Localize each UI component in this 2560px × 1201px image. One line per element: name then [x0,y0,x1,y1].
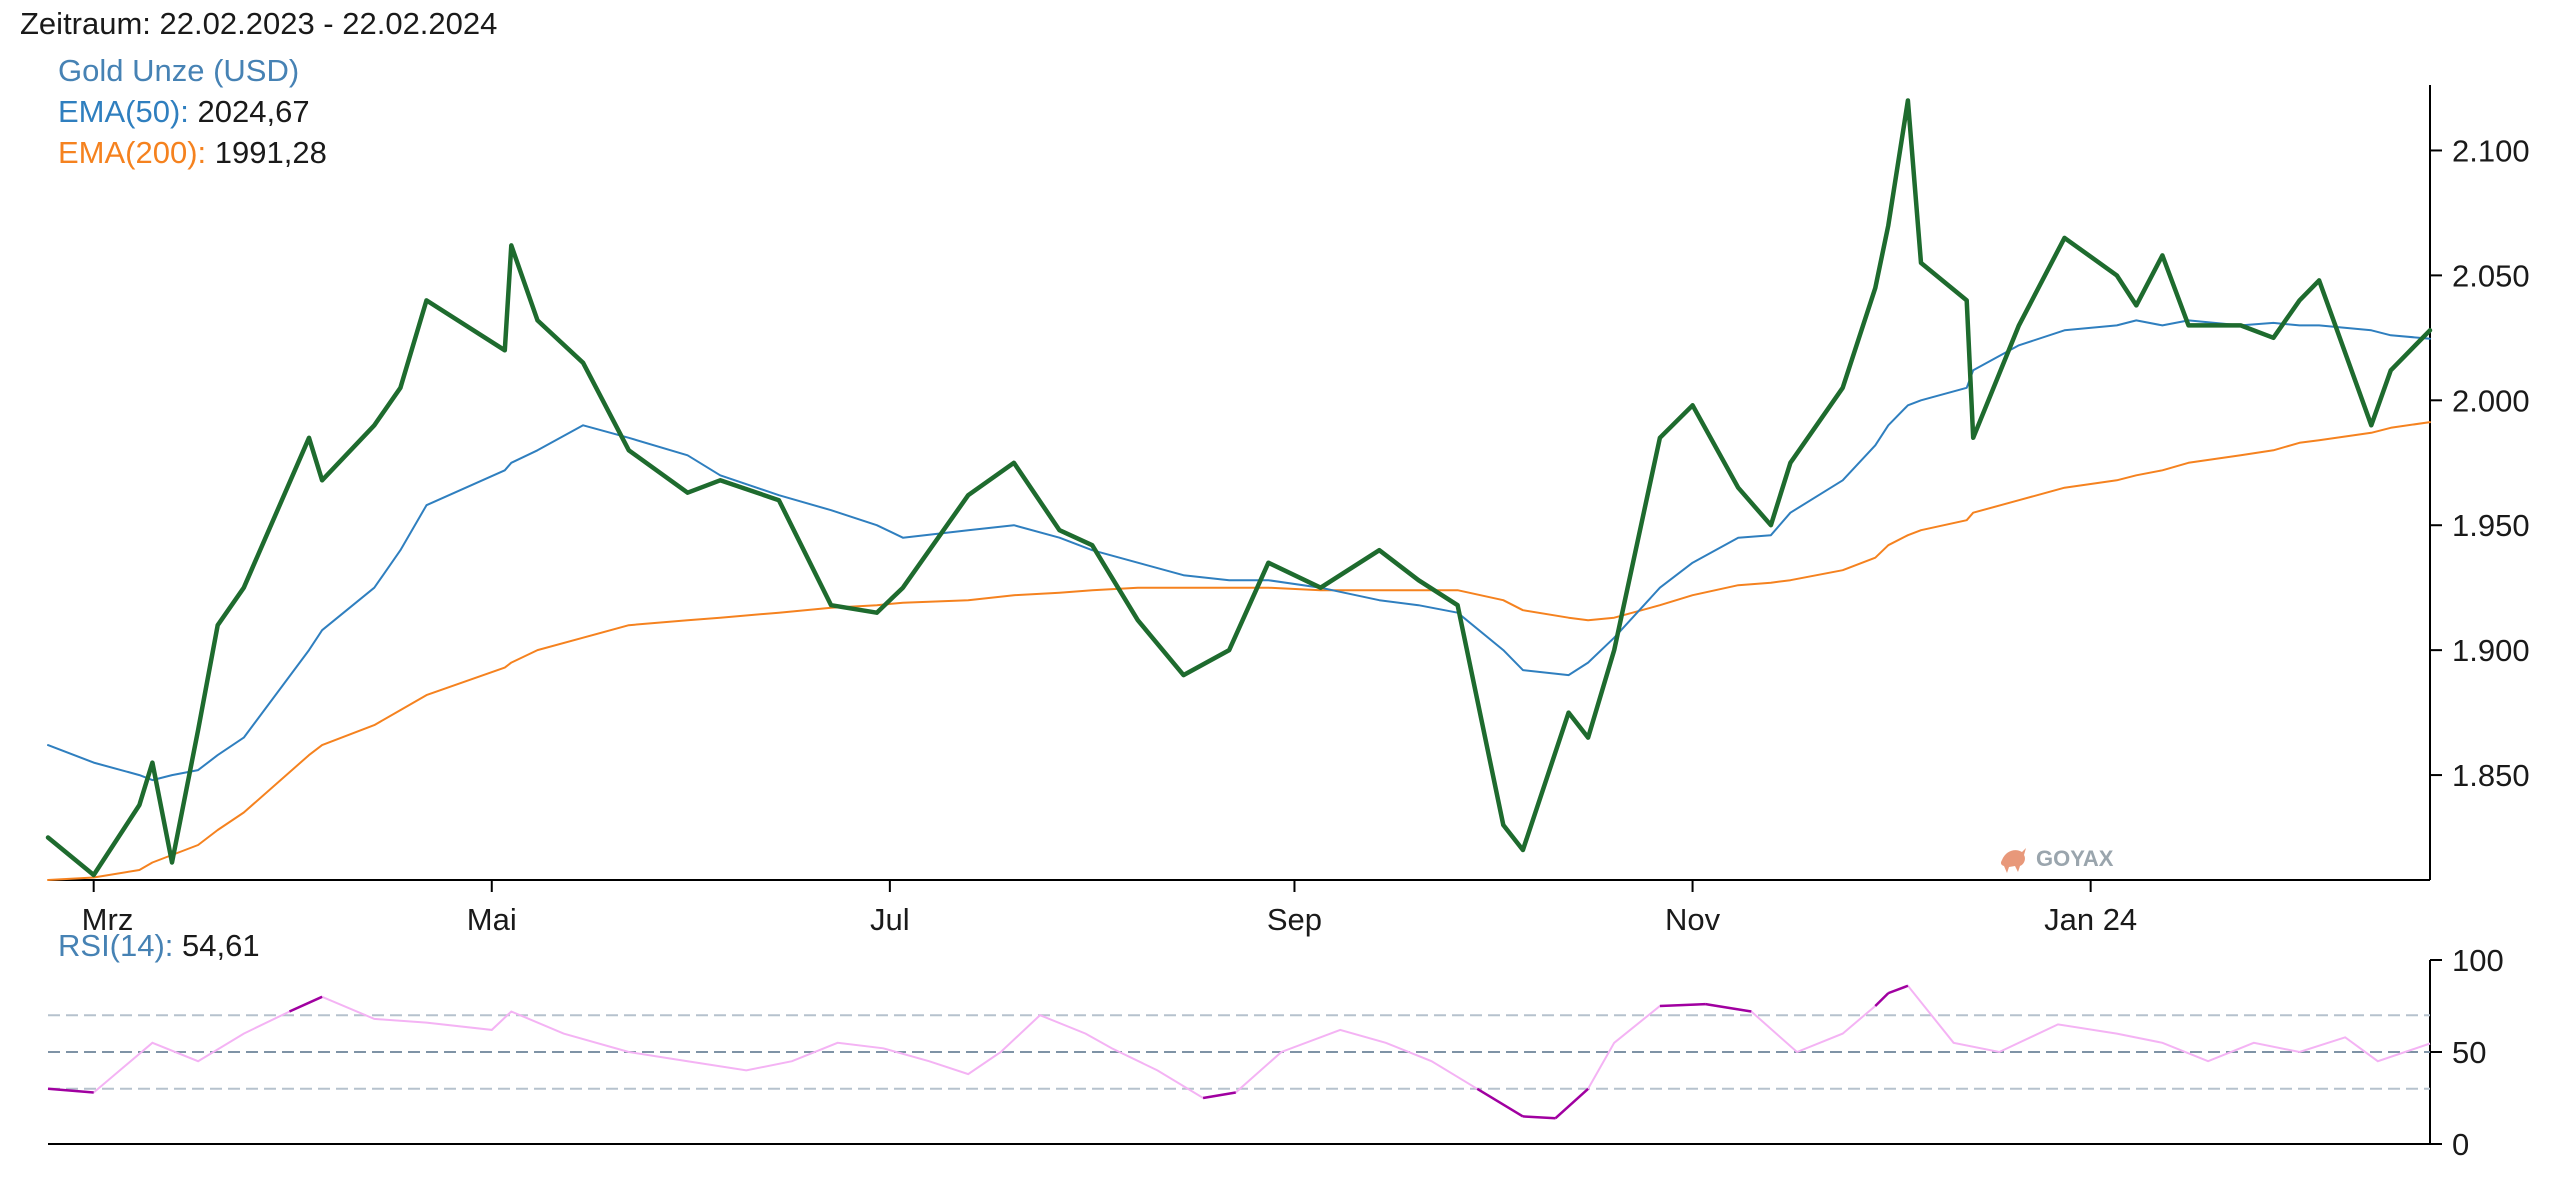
x-tick-label: Mrz [82,902,134,937]
rsi-y-tick-label: 50 [2452,1035,2486,1070]
rsi-extreme-segment [1522,1115,1556,1120]
legend-ema200-label: EMA(200): [58,135,207,170]
rsi-line [47,984,2431,1120]
y-tick-label: 2.000 [2452,383,2530,418]
ema200-line [47,421,2431,881]
rsi-extreme-segment [1659,1002,1706,1008]
y-tick-label: 1.850 [2452,758,2530,793]
series-main [45,98,2433,881]
legend-ema50: EMA(50): 2024,67 [58,96,310,127]
series-rsi [47,984,2431,1120]
goyax-bull-icon [2000,848,2026,873]
y-tick-label: 2.100 [2452,133,2530,168]
x-tick-label: Jul [870,902,910,937]
x-tick-label: Nov [1665,902,1721,937]
y-ticks-rsi: 0 50 100 [2430,943,2504,1162]
legend-rsi-label: RSI(14): [58,928,174,963]
x-tick-label: Mai [467,902,517,937]
rsi-extreme-segment [1202,1091,1236,1100]
main-axes [48,85,2431,881]
goyax-watermark-text: GOYAX [2036,846,2114,871]
legend-ema200: EMA(200): 1991,28 [58,137,327,168]
rsi-extreme-segment [1705,1002,1752,1013]
rsi-extreme-segment [1874,992,1890,1007]
rsi-extreme-segment [1554,1087,1589,1120]
rsi-extreme-segment [1476,1087,1524,1118]
gold-price-line [45,98,2433,878]
period-label: Zeitraum: 22.02.2023 - 22.02.2024 [20,6,498,41]
rsi-extreme-segment [288,995,323,1013]
x-tick-label: Jan 24 [2044,902,2137,937]
goyax-watermark: GOYAX [2000,846,2114,873]
x-tick-label: Sep [1267,902,1322,937]
legend-ema200-value: 1991,28 [214,135,327,170]
y-tick-label: 1.900 [2452,633,2530,668]
rsi-y-tick-label: 100 [2452,943,2504,978]
ema50-line [47,319,2431,782]
rsi-y-tick-label: 0 [2452,1127,2469,1162]
y-ticks-main: 1.850 1.900 1.950 2.000 2.050 2.100 [2430,133,2530,793]
rsi-extreme-segment [47,1087,94,1094]
y-tick-label: 1.950 [2452,508,2530,543]
y-tick-label: 2.050 [2452,258,2530,293]
legend-ema50-value: 2024,67 [197,94,310,129]
legend-rsi-value: 54,61 [182,928,260,963]
rsi-extreme-segment [1887,984,1909,995]
legend-rsi: RSI(14): 54,61 [58,930,260,961]
x-ticks: Mrz Mai Jul Sep Nov Jan 24 [82,880,2137,937]
legend-gold-label: Gold Unze (USD) [58,53,300,88]
legend-gold: Gold Unze (USD) [58,55,299,86]
legend-ema50-label: EMA(50): [58,94,189,129]
